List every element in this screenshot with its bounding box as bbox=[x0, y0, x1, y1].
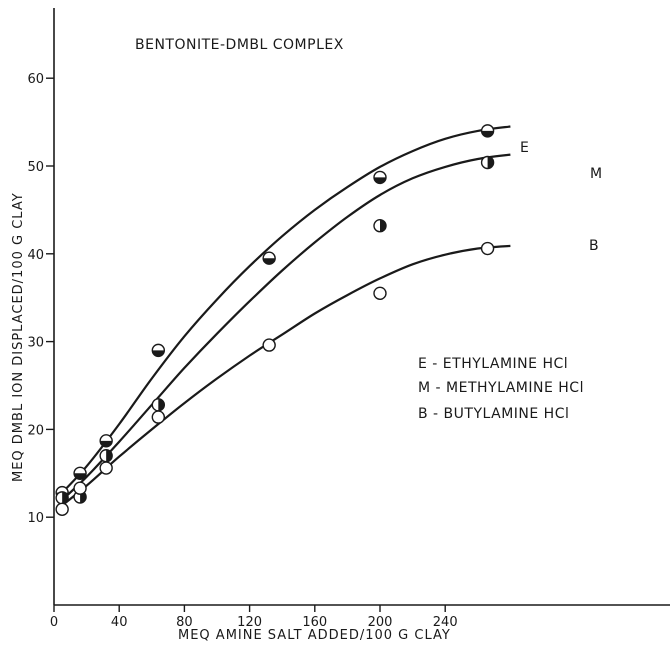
data-point-e bbox=[73, 466, 87, 480]
y-axis-title: MEQ DMBL ION DISPLACED/100 G CLAY bbox=[11, 192, 26, 482]
x-tick-label: 200 bbox=[368, 615, 393, 630]
x-tick-label: 160 bbox=[302, 615, 327, 630]
y-tick-label: 30 bbox=[27, 336, 44, 351]
x-tick-label: 120 bbox=[237, 615, 262, 630]
curve-m bbox=[59, 153, 511, 503]
data-point-e bbox=[373, 170, 387, 185]
y-tick-label: 40 bbox=[27, 248, 44, 263]
data-point-m bbox=[480, 155, 495, 170]
data-point-e bbox=[151, 343, 166, 358]
curve-label-e: E bbox=[520, 140, 529, 156]
data-point-b bbox=[99, 461, 113, 475]
curve-label-m: M bbox=[590, 166, 602, 182]
x-ticks: 0 40 80 120 160 200 240 bbox=[50, 605, 458, 630]
x-tick-label: 240 bbox=[433, 615, 458, 630]
curve-labels: E M B bbox=[520, 140, 602, 254]
y-ticks: 10 20 30 40 50 60 bbox=[27, 72, 54, 526]
curve-b bbox=[59, 244, 511, 508]
y-tick-label: 20 bbox=[27, 423, 44, 438]
series-curves bbox=[59, 125, 511, 508]
chart-title: BENTONITE-DMBL COMPLEX bbox=[135, 37, 344, 53]
y-tick-label: 10 bbox=[27, 511, 44, 526]
data-point-m bbox=[151, 398, 166, 412]
curve-label-b: B bbox=[589, 238, 599, 254]
data-point-b bbox=[373, 286, 387, 301]
data-point-m bbox=[55, 491, 69, 505]
data-point-e bbox=[480, 124, 495, 138]
legend-entry-m: M - METHYLAMINE HCl bbox=[418, 380, 584, 396]
data-point-b bbox=[480, 241, 495, 256]
data-points bbox=[55, 124, 495, 516]
x-tick-label: 40 bbox=[111, 615, 128, 630]
y-tick-label: 60 bbox=[27, 72, 44, 87]
data-point-b bbox=[55, 502, 69, 516]
data-point-b bbox=[151, 410, 166, 424]
data-point-m bbox=[99, 449, 113, 463]
legend: E - ETHYLAMINE HCl M - METHYLAMINE HCl B… bbox=[418, 356, 584, 422]
data-point-b bbox=[73, 481, 87, 495]
legend-entry-e: E - ETHYLAMINE HCl bbox=[418, 356, 568, 372]
y-tick-label: 50 bbox=[27, 160, 44, 175]
data-point-b bbox=[262, 338, 276, 352]
x-tick-label: 80 bbox=[176, 615, 193, 630]
data-point-e bbox=[262, 251, 276, 265]
curve-e bbox=[59, 125, 511, 496]
x-axis-title: MEQ AMINE SALT ADDED/100 G CLAY bbox=[178, 628, 451, 643]
legend-entry-b: B - BUTYLAMINE HCl bbox=[418, 406, 569, 422]
data-point-e bbox=[99, 434, 113, 448]
x-tick-label: 0 bbox=[50, 615, 58, 630]
data-point-m bbox=[373, 219, 387, 233]
